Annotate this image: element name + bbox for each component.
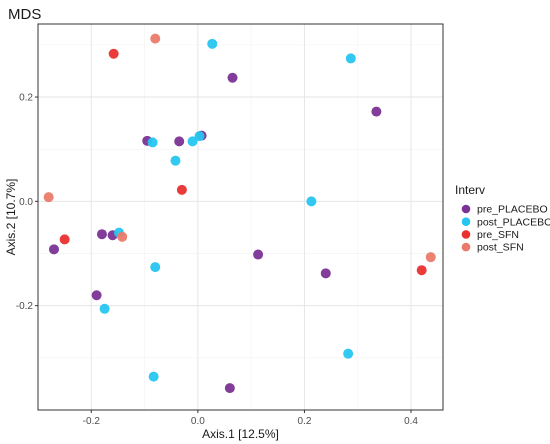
- point-pre-placebo: [227, 72, 238, 83]
- point-post-placebo: [306, 196, 317, 207]
- legend-label: pre_PLACEBO: [477, 204, 548, 216]
- point-pre-placebo: [253, 249, 264, 260]
- point-pre-sfn: [416, 265, 427, 276]
- point-pre-placebo: [48, 244, 59, 255]
- point-post-placebo: [148, 371, 159, 382]
- point-post-placebo: [147, 137, 158, 148]
- y-axis-title: Axis.2 [10.7%]: [4, 179, 18, 256]
- x-tick-label: 0.2: [297, 416, 311, 427]
- chart-title: MDS: [8, 6, 41, 23]
- point-post-placebo: [170, 155, 181, 166]
- legend-label: post_SFN: [477, 242, 524, 254]
- point-post-placebo: [194, 131, 205, 142]
- point-post-sfn: [43, 192, 54, 203]
- legend-key-post-placebo: [461, 217, 471, 226]
- x-tick-label: 0.0: [191, 416, 205, 427]
- x-tick-label: 0.4: [404, 416, 418, 427]
- point-post-sfn: [150, 33, 161, 44]
- legend-key-post-sfn: [461, 242, 471, 252]
- point-pre-sfn: [108, 48, 119, 59]
- data-points: [43, 33, 436, 394]
- y-tick-label: -0.2: [16, 301, 34, 312]
- plot-panel-border: [37, 23, 444, 411]
- point-post-sfn: [117, 231, 128, 242]
- legend-label: pre_SFN: [477, 229, 519, 241]
- point-post-placebo: [343, 348, 354, 359]
- legend-label: post_PLACEBO: [477, 216, 550, 228]
- point-pre-placebo: [91, 290, 102, 301]
- legend-key-pre-sfn: [461, 230, 471, 239]
- point-pre-placebo: [371, 106, 382, 117]
- grid: [38, 24, 443, 410]
- point-pre-placebo: [320, 268, 331, 279]
- y-tick-label: 0.2: [19, 93, 33, 104]
- point-pre-sfn: [176, 184, 187, 195]
- axis-ticks: -0.2 0.0 0.2 0.4 -0.2 0.0 0.2: [16, 93, 419, 427]
- legend-key-pre-placebo: [461, 204, 471, 214]
- point-pre-sfn: [59, 234, 70, 245]
- point-pre-placebo: [224, 383, 235, 394]
- point-post-placebo: [207, 38, 218, 49]
- point-pre-placebo: [174, 136, 185, 147]
- x-tick-label: -0.2: [83, 416, 101, 427]
- y-tick-label: 0.0: [19, 197, 33, 208]
- legend-title: Interv: [455, 183, 485, 197]
- point-post-sfn: [425, 252, 436, 263]
- point-pre-placebo: [96, 229, 107, 240]
- legend: Interv pre_PLACEBOpost_PLACEBOpre_SFNpos…: [455, 183, 550, 254]
- point-post-placebo: [187, 136, 198, 147]
- point-post-placebo: [99, 303, 110, 314]
- x-axis-title: Axis.1 [12.5%]: [202, 427, 279, 441]
- point-post-placebo: [150, 262, 161, 273]
- point-post-placebo: [345, 53, 356, 64]
